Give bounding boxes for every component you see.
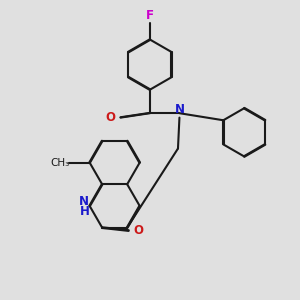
Text: F: F: [146, 9, 154, 22]
Text: CH₃: CH₃: [51, 158, 70, 168]
Text: N: N: [174, 103, 184, 116]
Text: N: N: [79, 195, 89, 208]
Text: O: O: [133, 224, 143, 237]
Text: O: O: [105, 111, 115, 124]
Text: H: H: [80, 205, 89, 218]
